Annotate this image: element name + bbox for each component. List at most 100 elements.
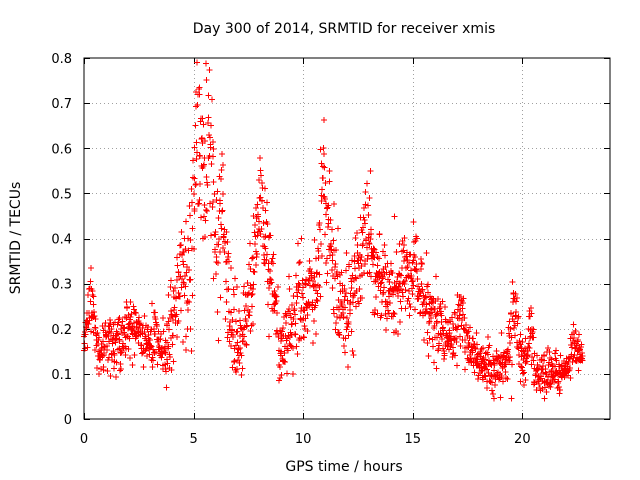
data-point (362, 189, 369, 195)
data-point (443, 331, 450, 337)
data-point (254, 201, 261, 208)
data-point (400, 247, 407, 254)
data-point (181, 272, 188, 279)
data-point (283, 320, 290, 326)
data-point (346, 261, 353, 268)
data-point (128, 311, 135, 317)
data-point (209, 138, 216, 145)
data-point (450, 344, 457, 351)
data-point (165, 343, 172, 350)
data-point (329, 257, 336, 264)
data-point (137, 321, 143, 328)
data-point (148, 343, 155, 350)
data-point (327, 246, 334, 253)
data-point (291, 305, 298, 312)
data-point (216, 236, 222, 242)
data-point (412, 306, 419, 313)
data-point (515, 313, 522, 320)
data-point (287, 329, 294, 336)
data-point (245, 261, 252, 268)
x-tick-label: 20 (514, 432, 531, 447)
data-point (302, 280, 309, 287)
data-point (224, 286, 230, 293)
data-point (400, 293, 406, 300)
data-point (471, 341, 478, 347)
data-point (489, 387, 496, 394)
data-point (423, 249, 430, 256)
data-point (391, 213, 398, 220)
data-point (295, 260, 302, 266)
data-point (191, 144, 198, 151)
data-point (388, 260, 394, 267)
data-point (315, 248, 322, 255)
data-point (433, 319, 440, 326)
data-point (474, 341, 481, 348)
data-point (461, 348, 468, 355)
data-point (271, 287, 278, 294)
data-point (230, 286, 237, 293)
data-point (509, 279, 516, 286)
data-point (258, 226, 265, 232)
y-tick-label: 0.1 (51, 368, 72, 383)
data-point (461, 315, 468, 321)
data-point (490, 367, 497, 374)
data-point (329, 284, 336, 291)
data-point (249, 321, 256, 328)
data-point (432, 273, 439, 280)
data-point (299, 277, 306, 284)
data-point (233, 365, 240, 372)
data-point (193, 156, 200, 163)
data-point (375, 255, 382, 262)
data-point (522, 335, 529, 342)
data-point (260, 204, 266, 211)
data-point (215, 337, 222, 344)
data-point (255, 211, 261, 218)
data-point (345, 332, 352, 339)
data-point (525, 344, 532, 350)
data-point (321, 150, 327, 157)
data-point (132, 309, 139, 316)
data-point (309, 299, 316, 306)
data-point (183, 218, 190, 225)
data-point (182, 246, 189, 253)
data-point (358, 294, 365, 301)
data-point (459, 305, 466, 312)
data-point (372, 293, 379, 300)
data-point (152, 331, 159, 337)
data-point (329, 226, 336, 233)
data-point (402, 305, 409, 312)
data-point (460, 295, 467, 302)
data-point (92, 315, 99, 322)
data-point (354, 230, 361, 237)
data-point (205, 114, 212, 121)
data-point (215, 241, 222, 248)
data-point (449, 314, 455, 321)
data-point (113, 374, 120, 380)
data-point (508, 395, 515, 402)
data-point (405, 295, 412, 302)
data-point (360, 269, 367, 276)
data-point (182, 346, 189, 353)
data-point (378, 312, 385, 319)
data-point (170, 358, 177, 365)
data-point (177, 307, 184, 314)
data-point (104, 368, 111, 375)
data-point (298, 235, 305, 242)
data-point (517, 378, 524, 385)
data-point (453, 338, 460, 345)
data-point (345, 321, 352, 328)
data-point (270, 260, 277, 267)
data-point (431, 306, 438, 313)
data-point (412, 237, 419, 244)
data-point (202, 234, 209, 241)
data-point (90, 293, 97, 300)
data-point (524, 353, 531, 359)
data-point (433, 365, 440, 372)
data-points (80, 59, 586, 402)
data-point (413, 235, 420, 242)
data-point (162, 350, 169, 356)
data-point (234, 339, 241, 346)
data-point (286, 310, 293, 317)
data-point (356, 286, 363, 292)
data-point (175, 289, 182, 296)
